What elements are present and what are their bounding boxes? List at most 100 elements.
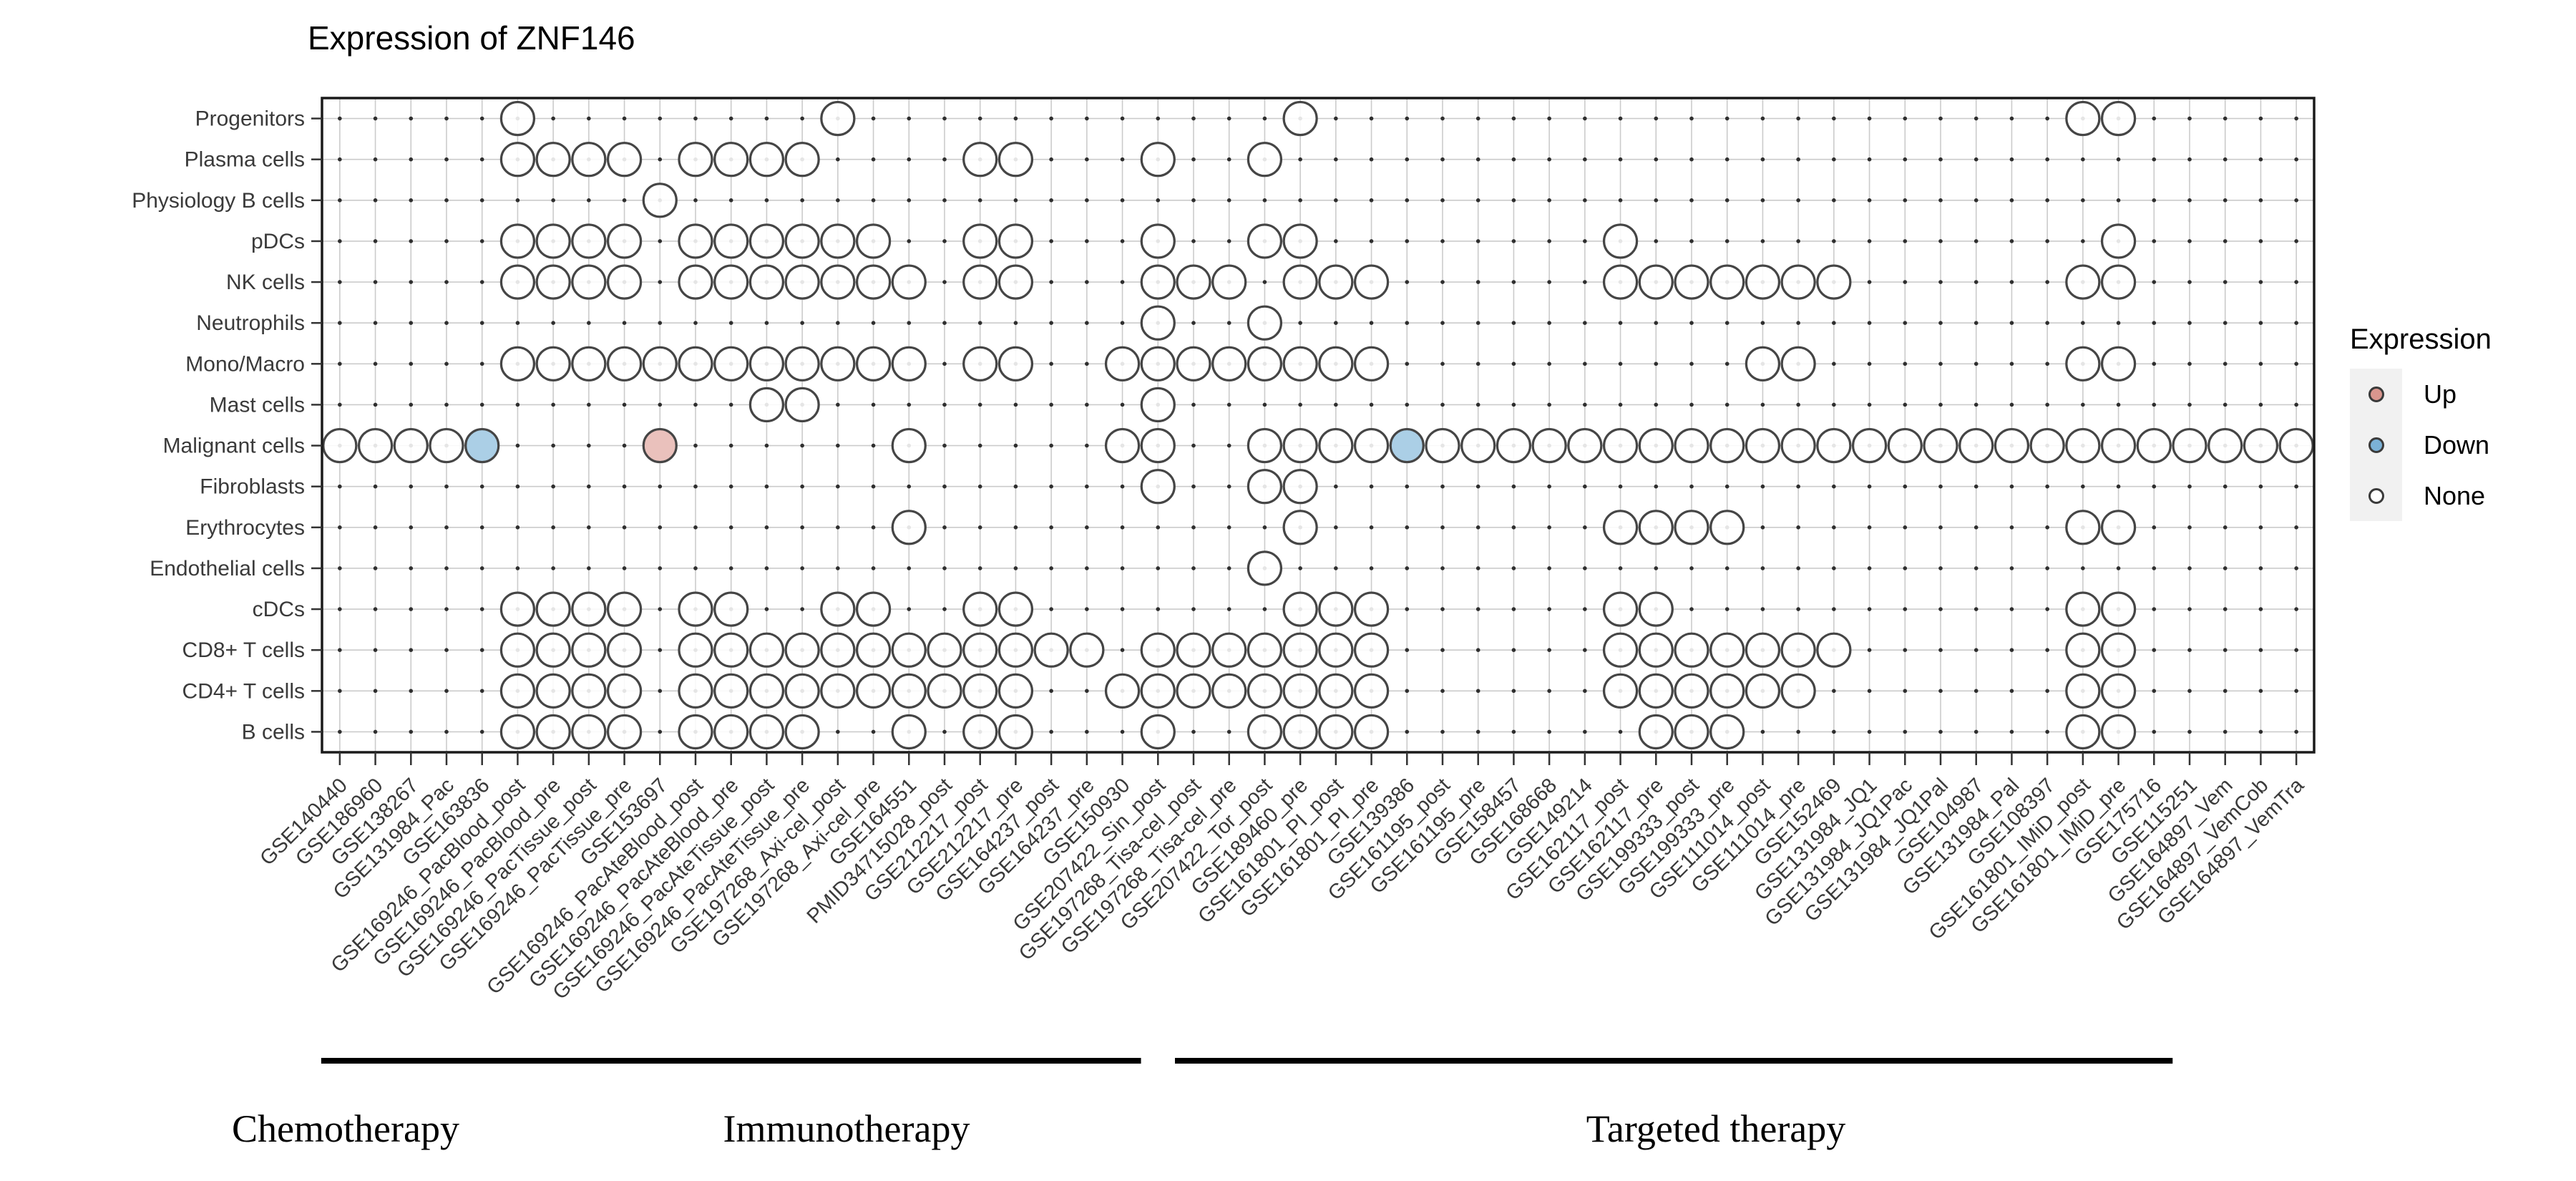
grid-dot bbox=[1938, 729, 1943, 734]
expression-none-dot bbox=[535, 591, 571, 627]
grid-dot bbox=[479, 402, 484, 407]
expression-none-dot bbox=[1816, 264, 1852, 300]
expression-none-dot bbox=[891, 714, 927, 750]
grid-dot bbox=[1511, 321, 1516, 325]
grid-dot bbox=[1654, 321, 1659, 325]
grid-dot bbox=[2045, 525, 2049, 530]
expression-none-dot bbox=[2100, 346, 2137, 381]
grid-dot bbox=[693, 566, 698, 570]
expression-none-dot bbox=[855, 346, 892, 381]
grid-dot bbox=[1689, 157, 1694, 162]
grid-dot bbox=[1440, 689, 1445, 694]
grid-dot bbox=[693, 443, 698, 448]
grid-dot bbox=[1583, 484, 1587, 489]
y-axis-label: Neutrophils bbox=[196, 311, 305, 335]
expression-none-dot bbox=[1745, 673, 1781, 709]
expression-none-dot bbox=[535, 632, 571, 668]
grid-dot bbox=[871, 157, 876, 162]
grid-dot bbox=[1689, 402, 1694, 407]
grid-dot bbox=[1903, 484, 1908, 489]
grid-dot bbox=[1120, 280, 1125, 284]
expression-none-dot bbox=[1282, 427, 1318, 464]
grid-dot bbox=[444, 157, 449, 162]
grid-dot bbox=[2294, 648, 2298, 652]
grid-dot bbox=[409, 689, 414, 694]
grid-dot bbox=[1547, 607, 1551, 611]
expression-none-dot bbox=[2172, 427, 2207, 464]
grid-dot bbox=[693, 198, 698, 203]
expression-none-dot bbox=[748, 142, 785, 178]
grid-dot bbox=[907, 157, 912, 162]
y-axis-label: Mast cells bbox=[210, 393, 305, 417]
grid-dot bbox=[2258, 402, 2263, 407]
grid-dot bbox=[764, 443, 769, 448]
grid-dot bbox=[2009, 402, 2014, 407]
grid-dot bbox=[1760, 321, 1765, 325]
expression-none-dot bbox=[1745, 427, 1781, 464]
grid-dot bbox=[1938, 116, 1943, 121]
grid-dot bbox=[977, 321, 982, 325]
grid-dot bbox=[551, 321, 555, 325]
grid-dot bbox=[1938, 525, 1943, 530]
grid-dot bbox=[800, 198, 804, 203]
grid-dot bbox=[2258, 157, 2263, 162]
expression-none-dot bbox=[1709, 510, 1745, 545]
grid-dot bbox=[551, 484, 555, 489]
grid-dot bbox=[1974, 157, 1979, 162]
grid-dot bbox=[977, 198, 982, 203]
grid-dot bbox=[1511, 157, 1516, 162]
chart-title: Expression of ZNF146 bbox=[308, 19, 635, 57]
grid-dot bbox=[942, 484, 947, 489]
expression-none-dot bbox=[2065, 264, 2101, 300]
grid-dot bbox=[2187, 484, 2192, 489]
grid-dot bbox=[1405, 648, 1410, 652]
grid-dot bbox=[1405, 239, 1410, 243]
grid-dot bbox=[2223, 239, 2228, 243]
grid-dot bbox=[1583, 116, 1587, 121]
grid-dot bbox=[2152, 116, 2157, 121]
expression-none-dot bbox=[678, 632, 713, 668]
expression-none-dot bbox=[1140, 714, 1176, 750]
grid-dot bbox=[977, 484, 982, 489]
grid-dot bbox=[2258, 566, 2263, 570]
expression-none-dot bbox=[1709, 714, 1745, 750]
grid-dot bbox=[658, 566, 663, 570]
grid-dot bbox=[1796, 402, 1800, 407]
grid-dot bbox=[2009, 239, 2014, 243]
grid-dot bbox=[1298, 321, 1302, 325]
grid-dot bbox=[2045, 116, 2049, 121]
grid-dot bbox=[1049, 484, 1053, 489]
expression-none-dot bbox=[1140, 142, 1176, 178]
grid-dot bbox=[764, 525, 769, 530]
expression-none-dot bbox=[1353, 632, 1390, 668]
grid-dot bbox=[1369, 321, 1374, 325]
grid-dot bbox=[907, 402, 912, 407]
grid-dot bbox=[409, 198, 414, 203]
grid-dot bbox=[907, 566, 912, 570]
grid-dot bbox=[871, 198, 876, 203]
grid-dot bbox=[2045, 198, 2049, 203]
grid-dot bbox=[338, 157, 342, 162]
expression-none-dot bbox=[2100, 632, 2137, 668]
expression-none-dot bbox=[1140, 346, 1176, 381]
grid-dot bbox=[2294, 198, 2298, 203]
expression-none-dot bbox=[855, 673, 892, 709]
grid-dot bbox=[1191, 484, 1196, 489]
expression-none-dot bbox=[606, 591, 643, 627]
expression-none-dot bbox=[678, 714, 713, 750]
grid-dot bbox=[1511, 689, 1516, 694]
grid-dot bbox=[942, 321, 947, 325]
grid-dot bbox=[1262, 607, 1267, 611]
grid-dot bbox=[977, 566, 982, 570]
grid-dot bbox=[2081, 402, 2085, 407]
grid-dot bbox=[728, 198, 733, 203]
grid-dot bbox=[836, 525, 840, 530]
grid-dot bbox=[728, 402, 733, 407]
grid-dot bbox=[409, 525, 414, 530]
grid-dot bbox=[2152, 280, 2157, 284]
grid-dot bbox=[1369, 402, 1374, 407]
expression-none-dot bbox=[962, 346, 998, 381]
grid-dot bbox=[1583, 361, 1587, 366]
grid-dot bbox=[907, 198, 912, 203]
grid-dot bbox=[1049, 689, 1053, 694]
